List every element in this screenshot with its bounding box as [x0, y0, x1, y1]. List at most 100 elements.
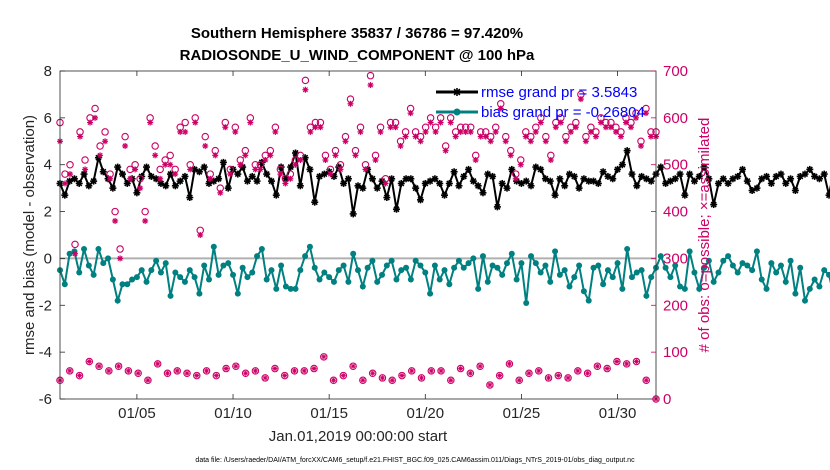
point-possible-bottom: [603, 364, 611, 373]
point-bias: [129, 276, 136, 283]
point-assimilated: [607, 124, 614, 131]
point-bias: [90, 271, 97, 278]
point-assimilated: [277, 171, 284, 178]
point-bias: [528, 253, 535, 260]
point-bias: [383, 262, 390, 269]
point-possible-bottom: [642, 376, 650, 385]
point-bias: [821, 267, 828, 274]
point-assimilated: [117, 255, 124, 262]
point-rmse: [479, 189, 487, 197]
point-possible-bottom: [398, 371, 406, 380]
legend-marker-bias: [453, 108, 461, 116]
point-bias: [201, 262, 208, 269]
point-bias: [422, 269, 429, 276]
point-assimilated-bottom: [370, 370, 376, 376]
y-left-tick-label: 6: [44, 110, 52, 127]
point-rmse: [412, 184, 420, 192]
point-assimilated: [392, 124, 399, 131]
point-possible: [81, 156, 89, 164]
point-bias: [427, 290, 434, 297]
point-rmse: [407, 175, 415, 183]
point-assimilated: [512, 175, 519, 182]
legend-label-bias: bias grand pr = -0.26804: [481, 104, 645, 121]
point-bias: [701, 264, 708, 271]
point-assimilated: [292, 161, 299, 168]
point-assimilated-bottom: [458, 366, 463, 371]
point-assimilated: [282, 180, 289, 187]
point-bias: [278, 262, 285, 269]
series-rmse: [56, 146, 830, 218]
point-bias: [369, 257, 376, 264]
point-assimilated: [477, 133, 484, 140]
point-assimilated-bottom: [565, 375, 571, 381]
point-assimilated: [312, 124, 319, 131]
point-assimilated-bottom: [419, 375, 424, 381]
point-assimilated: [557, 119, 564, 126]
point-possible-bottom: [447, 376, 455, 385]
point-bias: [109, 276, 116, 283]
point-possible-bottom: [241, 369, 250, 377]
point-assimilated: [487, 138, 494, 145]
point-bias: [157, 269, 164, 276]
point-bias: [287, 285, 294, 292]
point-rmse: [561, 182, 569, 190]
point-possible-bottom: [359, 376, 367, 385]
point-assimilated-bottom: [125, 368, 131, 374]
legend-entry-rmse: rmse grand pr = 3.5843: [436, 84, 637, 101]
point-assimilated: [327, 171, 334, 178]
point-rmse: [349, 210, 357, 218]
point-bias: [753, 248, 760, 255]
point-possible-bottom: [232, 362, 240, 370]
point-assimilated: [602, 124, 609, 131]
point-rmse: [378, 177, 386, 185]
point-possible-bottom: [544, 374, 553, 382]
point-bias: [600, 281, 607, 288]
legend-marker-rmse: [453, 88, 461, 96]
point-rmse: [623, 147, 631, 155]
point-bias: [355, 267, 361, 274]
point-assimilated: [192, 119, 199, 126]
point-assimilated-bottom: [360, 377, 366, 383]
point-assimilated: [242, 152, 249, 159]
point-bias: [787, 257, 794, 264]
point-bias: [167, 292, 174, 299]
point-bias: [499, 271, 506, 278]
point-assimilated: [137, 185, 144, 192]
point-bias: [66, 250, 73, 257]
point-bias: [268, 267, 275, 274]
footnote: data file: /Users/raeder/DAI/ATM_forcXX/…: [195, 457, 635, 464]
axes-frame: [59, 70, 657, 400]
point-possible-bottom: [515, 376, 523, 385]
point-bias: [725, 253, 732, 260]
point-bias: [350, 250, 357, 257]
point-bias: [744, 262, 751, 269]
point-bias: [206, 276, 212, 283]
point-assimilated: [562, 138, 569, 145]
point-possible: [181, 118, 189, 127]
point-rmse: [224, 184, 232, 192]
point-bias: [114, 297, 121, 304]
point-bias: [614, 260, 621, 267]
point-assimilated-bottom: [86, 359, 92, 364]
point-assimilated-bottom: [194, 373, 200, 378]
point-bias: [417, 262, 424, 269]
point-bias: [489, 262, 496, 269]
point-assimilated-bottom: [350, 363, 356, 369]
point-bias: [686, 248, 693, 255]
y-left-tick-label: 8: [44, 63, 52, 80]
point-assimilated-bottom: [575, 368, 581, 374]
point-rmse: [671, 175, 679, 183]
point-bias: [777, 262, 784, 269]
point-bias: [518, 260, 525, 267]
point-rmse: [676, 170, 684, 178]
point-rmse: [647, 177, 655, 185]
point-bias: [465, 260, 472, 267]
point-assimilated: [532, 128, 539, 135]
point-bias: [210, 243, 217, 250]
point-possible-bottom: [95, 362, 103, 370]
point-assimilated-bottom: [331, 377, 336, 383]
point-assimilated: [132, 166, 139, 173]
point-bias: [571, 274, 578, 281]
point-bias: [258, 246, 265, 253]
point-assimilated-bottom: [262, 375, 268, 381]
